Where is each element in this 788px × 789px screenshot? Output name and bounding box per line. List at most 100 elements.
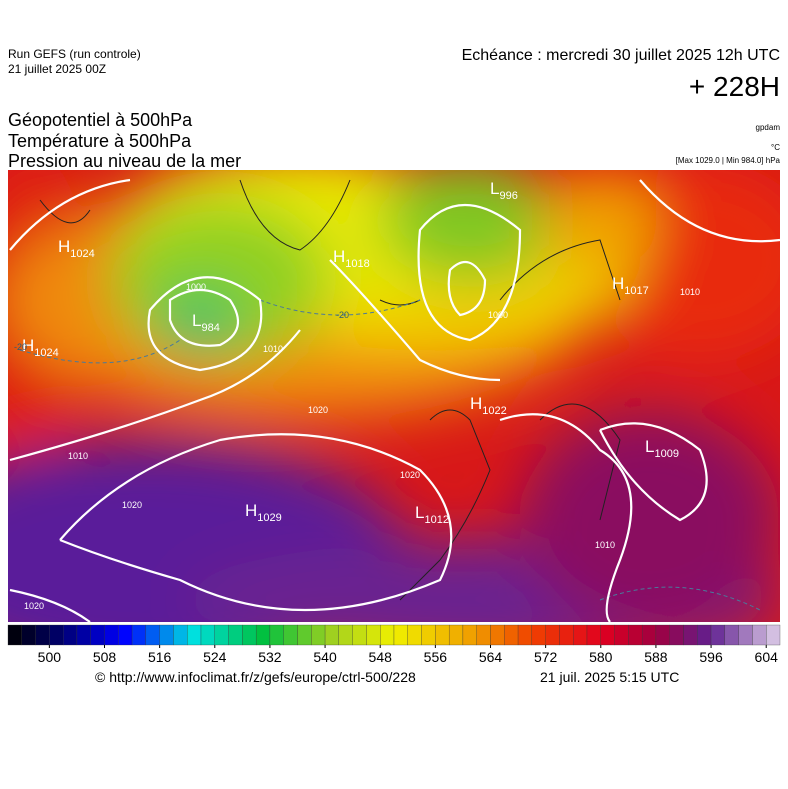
colorbar-cell [104,624,119,646]
colorbar-tick-label: 556 [424,649,448,665]
colorbar-cell [738,624,753,646]
isobar-label: 1010 [595,540,615,550]
colorbar-cell [614,624,629,646]
colorbar-cell [641,624,657,646]
colorbar-cell [628,624,643,646]
colorbar-tick-label: 516 [148,649,172,665]
colorbar-cell [752,624,767,646]
colorbar-cell [297,624,312,646]
pressure-center: H1017 [612,274,649,297]
isobar-label: -20 [336,310,349,320]
colorbar-cell [710,624,726,646]
center-value: 1022 [482,405,506,417]
colorbar-cell [311,624,326,646]
colorbar-cell [352,624,367,646]
center-type: H [612,274,624,293]
colorbar-tick-label: 508 [93,649,117,665]
pressure-center: L1009 [645,437,679,460]
isobar-label: 1010 [680,287,700,297]
colorbar-cell [669,624,684,646]
source-url: © http://www.infoclimat.fr/z/gefs/europe… [95,669,416,685]
center-type: L [645,437,654,456]
center-value: 984 [201,322,219,334]
center-type: L [192,311,201,330]
lead-time: + 228H [689,71,780,102]
isobar-label: 1020 [122,500,142,510]
pressure-center: L996 [490,179,518,202]
isobar-label: 1000 [488,310,508,320]
colorbar-cell [324,624,340,646]
colorbar-cell [49,624,64,646]
isobar-label: 1020 [308,405,328,415]
pressure-center: H1029 [245,501,282,524]
colorbar-cell [145,624,160,646]
center-value: 1012 [424,514,448,526]
colorbar-tick-label: 540 [313,649,337,665]
center-value: 1018 [345,258,369,270]
colorbar-tick-label: 532 [258,649,282,665]
colorbar-cell [228,624,243,646]
forecast-time: Echéance : mercredi 30 juillet 2025 12h … [462,47,780,64]
colorbar-cell [476,624,491,646]
isobar-label: 1010 [263,344,283,354]
pressure-center: H1022 [470,394,507,417]
colorbar-cell [366,624,381,646]
isobar-label: 1010 [68,451,88,461]
colorbar-cell [435,624,450,646]
center-value: 1009 [654,448,678,460]
center-type: H [58,237,70,256]
colorbar-cell [242,624,257,646]
colorbar-cell [393,624,408,646]
colorbar-cell [159,624,174,646]
colorbar-cell [407,624,422,646]
center-type: H [22,336,34,355]
colorbar-cell [517,624,533,646]
colorbar-cell [35,624,50,646]
colorbar-cell [531,624,546,646]
colorbar-tick-label: 572 [534,649,558,665]
run-label: Run GEFS (run controle) [8,47,141,61]
pressure-center: H1024 [58,237,95,260]
isobar-label: 1020 [400,470,420,480]
pressure-center: L984 [192,311,220,334]
colorbar-cell [214,624,229,646]
map [8,170,780,622]
colorbar-cell [21,624,36,646]
colorbar-cell [448,624,464,646]
colorbar-tick-label: 588 [644,649,668,665]
colorbar-cell [697,624,712,646]
run-date: 21 juillet 2025 00Z [8,62,106,76]
pressure-center: L1012 [415,503,449,526]
colorbar-cell [7,624,22,646]
colorbar-cell [504,624,519,646]
colorbar-cell [766,624,781,646]
colorbar-cell [600,624,615,646]
colorbar-cell [76,624,91,646]
colorbar-cell [187,624,202,646]
center-value: 1024 [34,347,58,359]
timestamp: 21 juil. 2025 5:15 UTC [540,669,679,685]
title: Pression au niveau de la mer [8,151,241,171]
center-type: L [415,503,424,522]
colorbar-cell [338,624,353,646]
colorbar-tick-label: 500 [38,649,62,665]
title: Géopotentiel à 500hPa [8,110,193,130]
colorbar-cell [131,624,147,646]
colorbar-tick-label: 596 [699,649,723,665]
colorbar-cell [545,624,560,646]
center-type: H [333,247,345,266]
colorbar-cell [173,624,188,646]
center-value: 1024 [70,248,94,260]
center-value: 1029 [257,512,281,524]
colorbar-cell [118,624,133,646]
title: Température à 500hPa [8,131,192,151]
colorbar-tick-label: 524 [203,649,227,665]
colorbar-cell [655,624,670,646]
colorbar-cell [724,624,739,646]
colorbar-tick-label: 548 [369,649,393,665]
colorbar-cell [380,624,395,646]
pressure-center: H1018 [333,247,370,270]
colorbar-tick-label: 604 [755,649,779,665]
colorbar-cell [683,624,698,646]
